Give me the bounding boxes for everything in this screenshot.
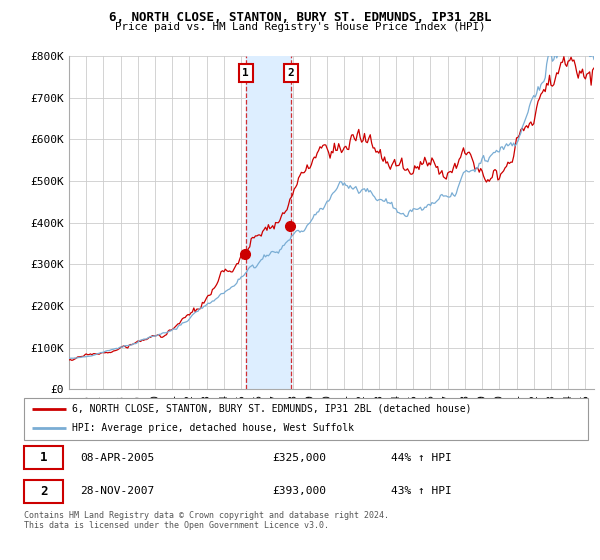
Text: 2: 2 — [40, 485, 47, 498]
Bar — [24, 480, 64, 503]
Text: 2: 2 — [288, 68, 295, 78]
Bar — [24, 446, 64, 469]
Text: 1: 1 — [40, 451, 47, 464]
Text: £325,000: £325,000 — [272, 453, 326, 463]
Text: 08-APR-2005: 08-APR-2005 — [80, 453, 155, 463]
Text: 44% ↑ HPI: 44% ↑ HPI — [391, 453, 451, 463]
Text: 6, NORTH CLOSE, STANTON, BURY ST. EDMUNDS, IP31 2BL: 6, NORTH CLOSE, STANTON, BURY ST. EDMUND… — [109, 11, 491, 24]
Text: 43% ↑ HPI: 43% ↑ HPI — [391, 486, 451, 496]
Text: £393,000: £393,000 — [272, 486, 326, 496]
Text: HPI: Average price, detached house, West Suffolk: HPI: Average price, detached house, West… — [72, 423, 354, 433]
Text: Contains HM Land Registry data © Crown copyright and database right 2024.
This d: Contains HM Land Registry data © Crown c… — [24, 511, 389, 530]
Text: 28-NOV-2007: 28-NOV-2007 — [80, 486, 155, 496]
Bar — [246, 56, 291, 389]
Text: 1: 1 — [242, 68, 249, 78]
Text: 6, NORTH CLOSE, STANTON, BURY ST. EDMUNDS, IP31 2BL (detached house): 6, NORTH CLOSE, STANTON, BURY ST. EDMUND… — [72, 404, 472, 414]
Text: Price paid vs. HM Land Registry's House Price Index (HPI): Price paid vs. HM Land Registry's House … — [115, 22, 485, 32]
